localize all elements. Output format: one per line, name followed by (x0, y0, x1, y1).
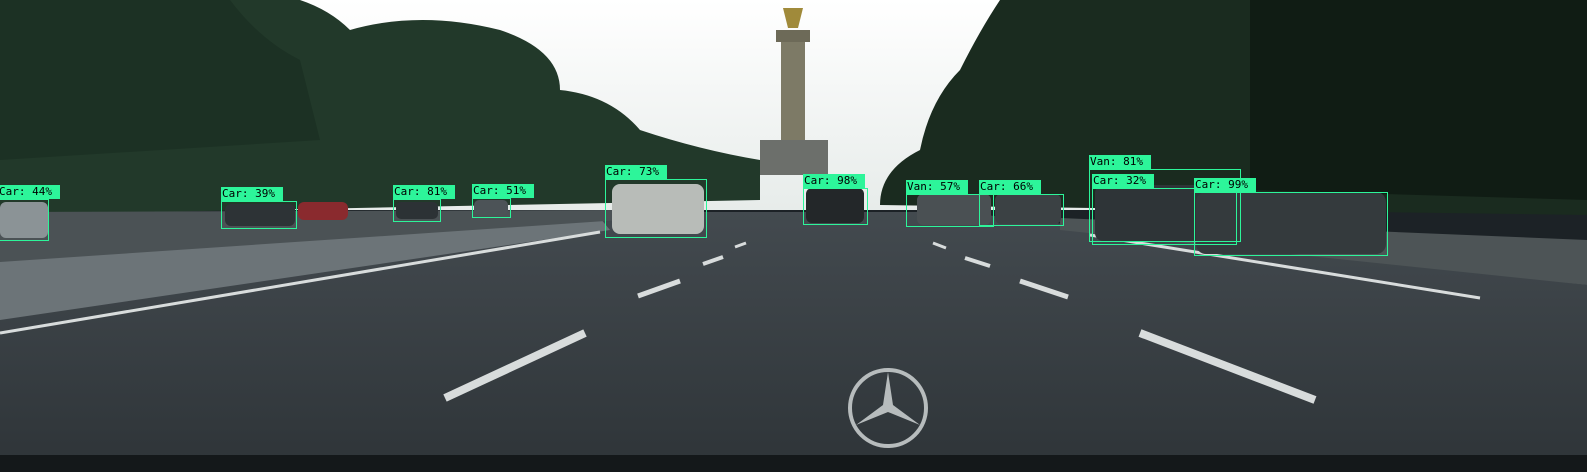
detection-label: Car: 99% (1194, 178, 1256, 192)
detection-box: Van: 57% (906, 180, 994, 227)
mercedes-star-icon (848, 368, 928, 448)
detection-box: Car: 99% (1194, 178, 1388, 256)
detection-label: Car: 98% (803, 174, 865, 188)
detection-label: Car: 81% (393, 185, 455, 199)
detection-label: Car: 73% (605, 165, 667, 179)
detection-box: Car: 39% (221, 187, 297, 229)
detection-box: Car: 32% (1092, 174, 1237, 245)
detection-box: Car: 51% (472, 184, 534, 218)
detection-box: Car: 44% (0, 185, 60, 241)
detection-label: Car: 39% (221, 187, 283, 201)
detection-label: Car: 32% (1092, 174, 1154, 188)
car-hood (0, 455, 1587, 472)
detection-box: Car: 81% (393, 185, 455, 222)
road (0, 212, 1587, 472)
detection-box: Car: 73% (605, 165, 707, 238)
detection-label: Car: 44% (0, 185, 60, 199)
detection-label: Van: 81% (1089, 155, 1151, 169)
lane-markings (0, 230, 1481, 404)
vehicles (0, 184, 1386, 254)
detection-box: Van: 81% (1089, 155, 1241, 242)
detection-label: Car: 51% (472, 184, 534, 198)
detection-box: Car: 66% (979, 180, 1064, 226)
detection-label: Car: 66% (979, 180, 1041, 194)
detection-label: Van: 57% (906, 180, 968, 194)
monument-column (781, 40, 805, 150)
detection-box: Car: 98% (803, 174, 868, 225)
